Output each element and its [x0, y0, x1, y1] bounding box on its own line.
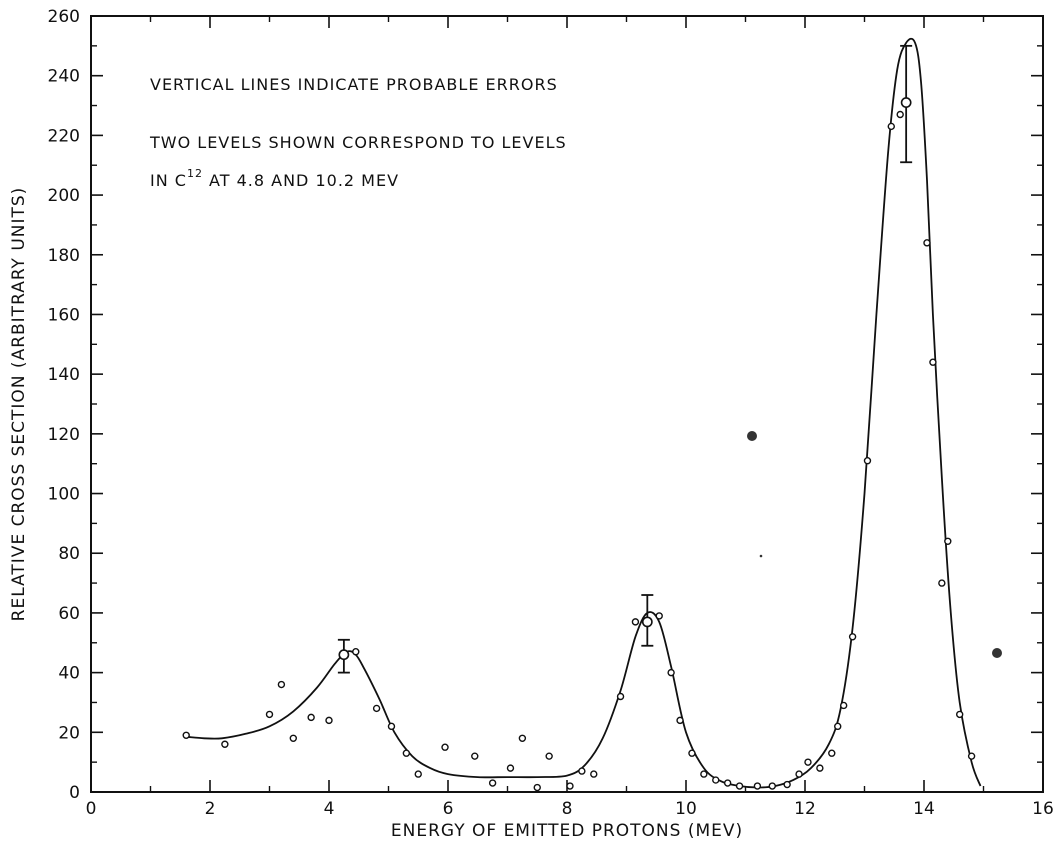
data-point	[896, 110, 904, 119]
data-point	[929, 358, 937, 366]
y-tick-label: 40	[58, 664, 80, 684]
annotation-c12-suffix: AT 4.8 AND 10.2 MEV	[203, 171, 399, 190]
data-point	[688, 749, 696, 757]
annotation-c12-note: IN C12 AT 4.8 AND 10.2 MEV	[150, 167, 399, 190]
tick-labels: 0 2 4 6 8 10 12 14 16020406080100120140160180200…	[48, 7, 1054, 819]
x-tick-label: 16	[1032, 799, 1054, 819]
data-point	[566, 782, 574, 790]
data-point	[834, 722, 842, 731]
annotation-error-note: VERTICAL LINES INDICATE PROBABLE ERRORS	[150, 75, 558, 94]
data-point	[518, 734, 527, 742]
x-tick-label: 10	[675, 799, 697, 819]
annotation-c12-prefix: IN C	[150, 171, 187, 190]
data-point	[839, 701, 848, 710]
data-point	[676, 716, 684, 725]
y-tick-label: 260	[48, 7, 80, 27]
data-point	[402, 749, 411, 757]
x-tick-label: 6	[443, 799, 454, 819]
data-point	[923, 239, 931, 247]
y-tick-label: 0	[69, 783, 80, 803]
data-point	[387, 722, 396, 731]
error-bar	[641, 594, 654, 647]
error-bar	[337, 638, 350, 674]
y-tick-label: 20	[58, 723, 80, 743]
data-point	[182, 731, 190, 739]
data-point	[488, 779, 497, 787]
data-point	[590, 770, 598, 778]
data-point	[938, 579, 946, 587]
scan-speck	[747, 431, 757, 441]
data-point	[265, 710, 274, 719]
data-point	[414, 770, 422, 778]
scan-specks	[747, 431, 1002, 658]
error-bar-point	[641, 616, 653, 628]
y-tick-label: 160	[48, 305, 80, 325]
data-point	[545, 752, 553, 760]
data-point	[471, 752, 479, 760]
data-point	[631, 618, 640, 626]
data-point	[735, 782, 744, 790]
data-point	[533, 783, 541, 792]
data-point	[655, 612, 663, 620]
data-point	[967, 752, 976, 760]
x-tick-label: 8	[562, 799, 573, 819]
y-tick-label: 200	[48, 186, 80, 206]
data-point	[863, 457, 872, 465]
y-tick-label: 120	[48, 425, 80, 445]
scan-speck	[759, 554, 763, 558]
error-bar-point	[900, 97, 912, 108]
data-point	[616, 692, 625, 701]
error-bar-point	[338, 649, 350, 661]
y-tick-label: 100	[48, 485, 80, 505]
data-point	[828, 749, 836, 757]
data-point	[712, 776, 720, 784]
data-point	[783, 780, 791, 789]
data-point	[578, 767, 586, 775]
data-point	[506, 764, 515, 772]
data-point	[277, 680, 286, 689]
data-point	[441, 743, 449, 751]
scan-speck	[992, 648, 1002, 658]
data-point	[804, 758, 812, 766]
x-tick-label: 14	[913, 799, 935, 819]
y-axis-title: RELATIVE CROSS SECTION (ARBITRARY UNITS)	[9, 187, 29, 622]
y-tick-label: 220	[48, 126, 80, 146]
annotation-levels-note: TWO LEVELS SHOWN CORRESPOND TO LEVELS	[149, 133, 567, 152]
x-tick-label: 2	[205, 799, 216, 819]
error-bar	[900, 44, 913, 164]
x-axis-title: ENERGY OF EMITTED PROTONS (MEV)	[391, 821, 743, 841]
x-tick-label: 4	[324, 799, 335, 819]
annotation-c12-superscript: 12	[187, 167, 203, 180]
data-point	[307, 713, 315, 722]
data-point	[352, 648, 360, 656]
y-tick-label: 140	[48, 365, 80, 385]
data-points	[182, 110, 976, 792]
data-point	[700, 770, 708, 778]
data-point	[723, 779, 732, 787]
data-point	[816, 764, 824, 772]
ticks	[90, 15, 1044, 793]
y-tick-label: 80	[58, 544, 80, 564]
data-point	[325, 716, 333, 725]
y-tick-label: 240	[48, 67, 80, 87]
y-tick-label: 180	[48, 246, 80, 266]
data-point	[956, 710, 964, 719]
data-point	[848, 633, 857, 641]
data-point	[753, 782, 762, 790]
data-point	[887, 122, 895, 131]
data-point	[795, 770, 803, 778]
data-point	[667, 668, 675, 677]
data-point	[289, 734, 297, 742]
x-tick-label: 0	[86, 799, 97, 819]
data-point	[944, 537, 952, 545]
data-point	[221, 740, 229, 748]
x-tick-label: 12	[794, 799, 816, 819]
error-bars	[337, 44, 913, 674]
y-tick-label: 60	[58, 604, 80, 624]
data-point	[372, 704, 381, 713]
data-point	[768, 782, 776, 790]
